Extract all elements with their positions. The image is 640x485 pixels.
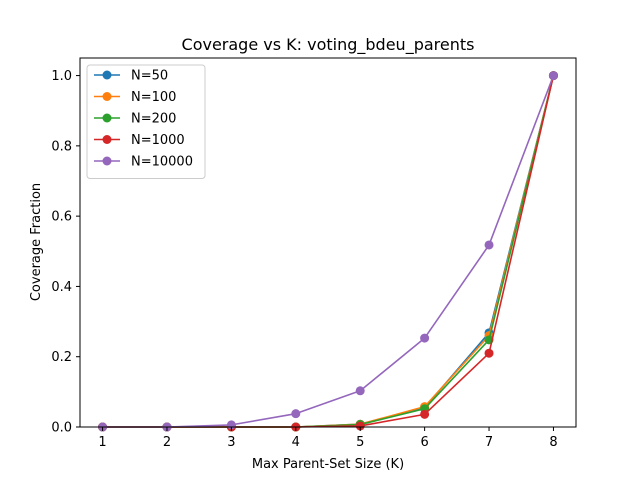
legend-label: N=200 — [131, 112, 176, 127]
legend-label: N=1000 — [131, 133, 185, 148]
x-tick-label: 3 — [227, 435, 235, 450]
legend-marker — [102, 135, 112, 144]
x-axis-label: Max Parent-Set Size (K) — [252, 457, 404, 472]
data-point — [484, 240, 494, 250]
data-point — [355, 421, 365, 431]
chart-title: Coverage vs K: voting_bdeu_parents — [182, 35, 475, 55]
legend-label: N=10000 — [131, 155, 193, 170]
legend-marker — [102, 156, 112, 166]
data-point — [355, 386, 365, 396]
legend-label: N=100 — [131, 90, 176, 105]
legend-item: N=1000 — [94, 133, 185, 148]
legend-box — [86, 64, 206, 179]
y-axis-label: Coverage Fraction — [29, 183, 44, 301]
x-tick-label: 6 — [420, 435, 428, 450]
legend-item: N=100 — [94, 90, 176, 105]
y-tick-label: 0.8 — [51, 139, 72, 154]
legend-marker — [102, 70, 112, 80]
y-tick-label: 1.0 — [51, 69, 72, 84]
y-tick-label: 0.6 — [51, 210, 72, 225]
x-tick-label: 1 — [98, 435, 106, 450]
legend-marker — [102, 113, 112, 123]
legend-marker — [102, 92, 112, 101]
data-point — [420, 333, 430, 343]
x-tick-label: 7 — [485, 435, 493, 450]
x-tick-label: 4 — [292, 435, 300, 450]
y-tick-label: 0.2 — [51, 350, 72, 365]
legend-label: N=50 — [131, 69, 168, 84]
legend-item: N=10000 — [94, 155, 193, 170]
y-tick-label: 0.4 — [51, 280, 72, 295]
data-point — [420, 409, 430, 419]
y-tick-label: 0.0 — [51, 421, 72, 436]
x-tick-label: 5 — [356, 435, 364, 450]
data-point — [484, 348, 494, 358]
y-axis-ticks: 0.0 0.2 0.4 0.6 0.8 1.0 — [51, 69, 80, 436]
legend: N=50 N=100 N=200 N=1000 N=10000 — [86, 64, 206, 179]
legend-item: N=50 — [94, 69, 168, 84]
data-point — [291, 409, 301, 419]
data-point — [548, 71, 558, 81]
x-axis-ticks: 1 2 3 4 5 6 7 8 — [98, 427, 558, 450]
x-tick-label: 2 — [163, 435, 171, 450]
plot-frame — [79, 57, 577, 428]
x-tick-label: 8 — [549, 435, 557, 450]
legend-item: N=200 — [94, 112, 176, 127]
